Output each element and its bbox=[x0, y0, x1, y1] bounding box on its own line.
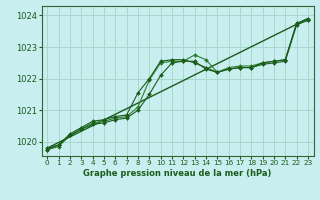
X-axis label: Graphe pression niveau de la mer (hPa): Graphe pression niveau de la mer (hPa) bbox=[84, 169, 272, 178]
